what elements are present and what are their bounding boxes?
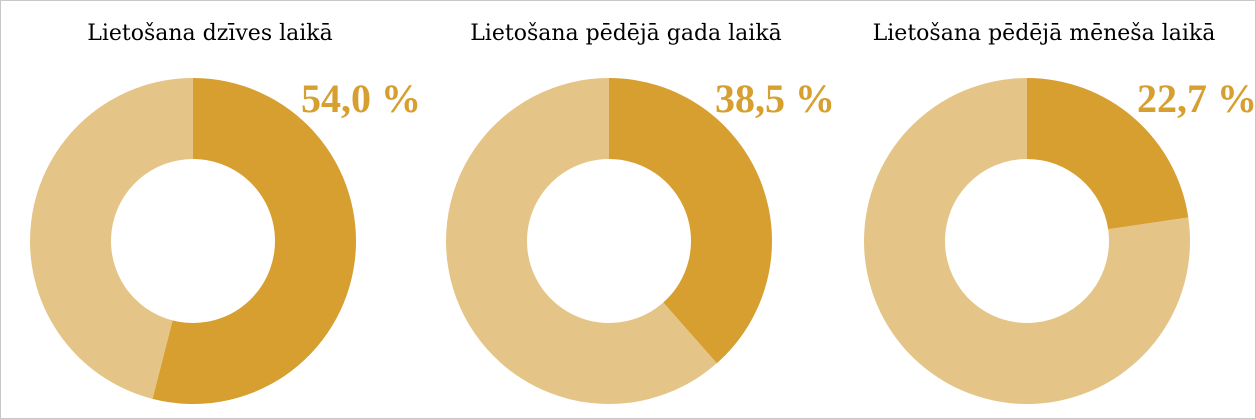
chart-title: Lietošana dzīves laikā (87, 21, 333, 46)
donut-chart-last-year (445, 77, 772, 404)
slice-not-used (30, 77, 193, 399)
slice-used (152, 78, 357, 404)
slice-not-used (445, 77, 717, 404)
donut-chart-last-month (864, 78, 1190, 404)
percentage-label: 22,7 % (1137, 76, 1256, 121)
donut-chart-lifetime (30, 77, 357, 404)
chart-panel-last-month: Lietošana pēdējā mēneša laikā 22,7 % (835, 1, 1256, 418)
chart-title: Lietošana pēdējā gada laikā (470, 21, 782, 46)
slice-not-used (864, 78, 1190, 404)
chart-panel-last-year: Lietošana pēdējā gada laikā 38,5 % (417, 1, 835, 418)
percentage-label: 54,0 % (301, 76, 421, 121)
percentage-label: 38,5 % (715, 76, 835, 121)
slice-used (1027, 78, 1189, 230)
slice-used (609, 78, 772, 364)
chart-title: Lietošana pēdējā mēneša laikā (872, 21, 1216, 46)
chart-panel-lifetime: Lietošana dzīves laikā 54,0 % (1, 1, 421, 418)
